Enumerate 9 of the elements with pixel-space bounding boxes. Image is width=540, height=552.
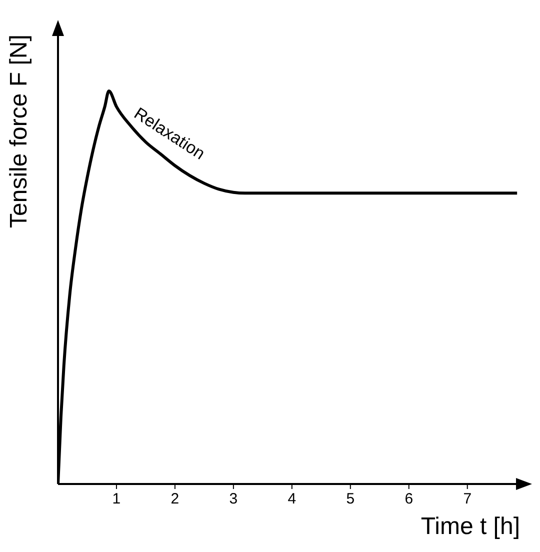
x-tick-label: 7 <box>463 490 472 508</box>
x-tick-label: 6 <box>404 490 414 508</box>
x-axis-title: Time t [h] <box>420 513 520 540</box>
x-tick-label: 1 <box>112 490 121 508</box>
x-tick-label: 5 <box>346 490 355 508</box>
x-tick-label: 2 <box>170 490 180 508</box>
y-axis-title: Tensile force F [N] <box>6 34 33 228</box>
x-tick-label: 4 <box>288 490 296 508</box>
x-tick-label: 3 <box>229 490 238 508</box>
